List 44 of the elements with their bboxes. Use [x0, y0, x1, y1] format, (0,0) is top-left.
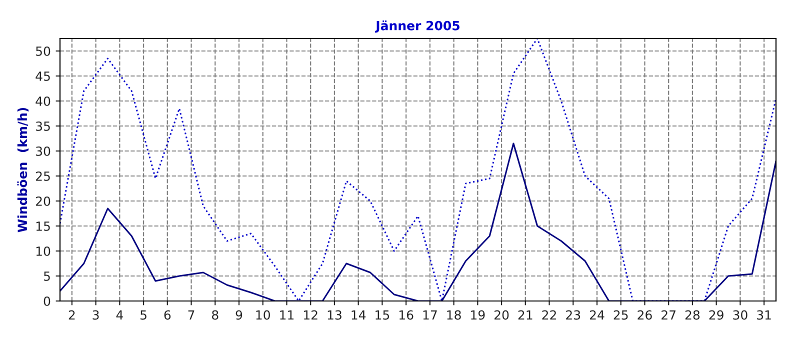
y-tick-label: 30: [36, 146, 50, 156]
x-tick-label: 28: [685, 310, 700, 320]
y-tick-label: 5: [44, 272, 50, 281]
x-tick-label: 25: [614, 310, 628, 320]
y-tick-label: 0: [44, 296, 50, 306]
x-tick-label: 7: [188, 310, 194, 320]
x-tick-label: 17: [423, 310, 437, 320]
y-tick-label: 10: [36, 246, 50, 256]
x-tick-label: 9: [236, 310, 242, 320]
x-tick-label: 3: [92, 310, 99, 320]
y-tick-label: 40: [36, 96, 50, 106]
x-tick-label: 21: [518, 310, 532, 320]
x-tick-label: 16: [399, 310, 414, 320]
line-series: [60, 38, 776, 301]
x-tick-label: 11: [280, 310, 294, 320]
y-tick-label: 45: [36, 72, 50, 81]
x-tick-label: 18: [447, 310, 461, 320]
x-tick-label: 12: [304, 310, 318, 320]
x-tick-label: 20: [494, 310, 509, 320]
y-axis-title: Windböen (km/h): [17, 108, 29, 232]
x-tick-label: 31: [757, 310, 771, 320]
chart-title: Jänner 2005: [374, 20, 460, 33]
x-tick-label: 23: [566, 310, 580, 320]
y-tick-label: 25: [36, 171, 50, 181]
x-tick-label: 6: [164, 310, 171, 320]
x-tick-label: 15: [376, 310, 390, 320]
x-tick-label: 24: [590, 310, 604, 320]
x-tick-label: 27: [662, 310, 676, 320]
x-tick-label: 30: [733, 310, 748, 320]
y-tick-label: 15: [36, 222, 50, 231]
x-tick-label: 26: [638, 310, 652, 320]
x-tick-label: 19: [471, 310, 485, 320]
x-tick-label: 8: [212, 310, 218, 320]
y-tick-label: 20: [36, 196, 50, 206]
x-tick-label: 22: [542, 310, 556, 320]
y-tick-label: 35: [36, 121, 50, 131]
x-tick-label: 5: [140, 310, 146, 320]
x-tick-label: 10: [256, 310, 270, 320]
x-tick-label: 14: [352, 310, 366, 320]
x-tick-label: 13: [328, 310, 342, 320]
y-tick-label: 50: [36, 46, 50, 56]
x-tick-label: 4: [116, 310, 123, 320]
x-tick-label: 29: [709, 310, 724, 320]
x-tick-label: 2: [68, 310, 75, 320]
